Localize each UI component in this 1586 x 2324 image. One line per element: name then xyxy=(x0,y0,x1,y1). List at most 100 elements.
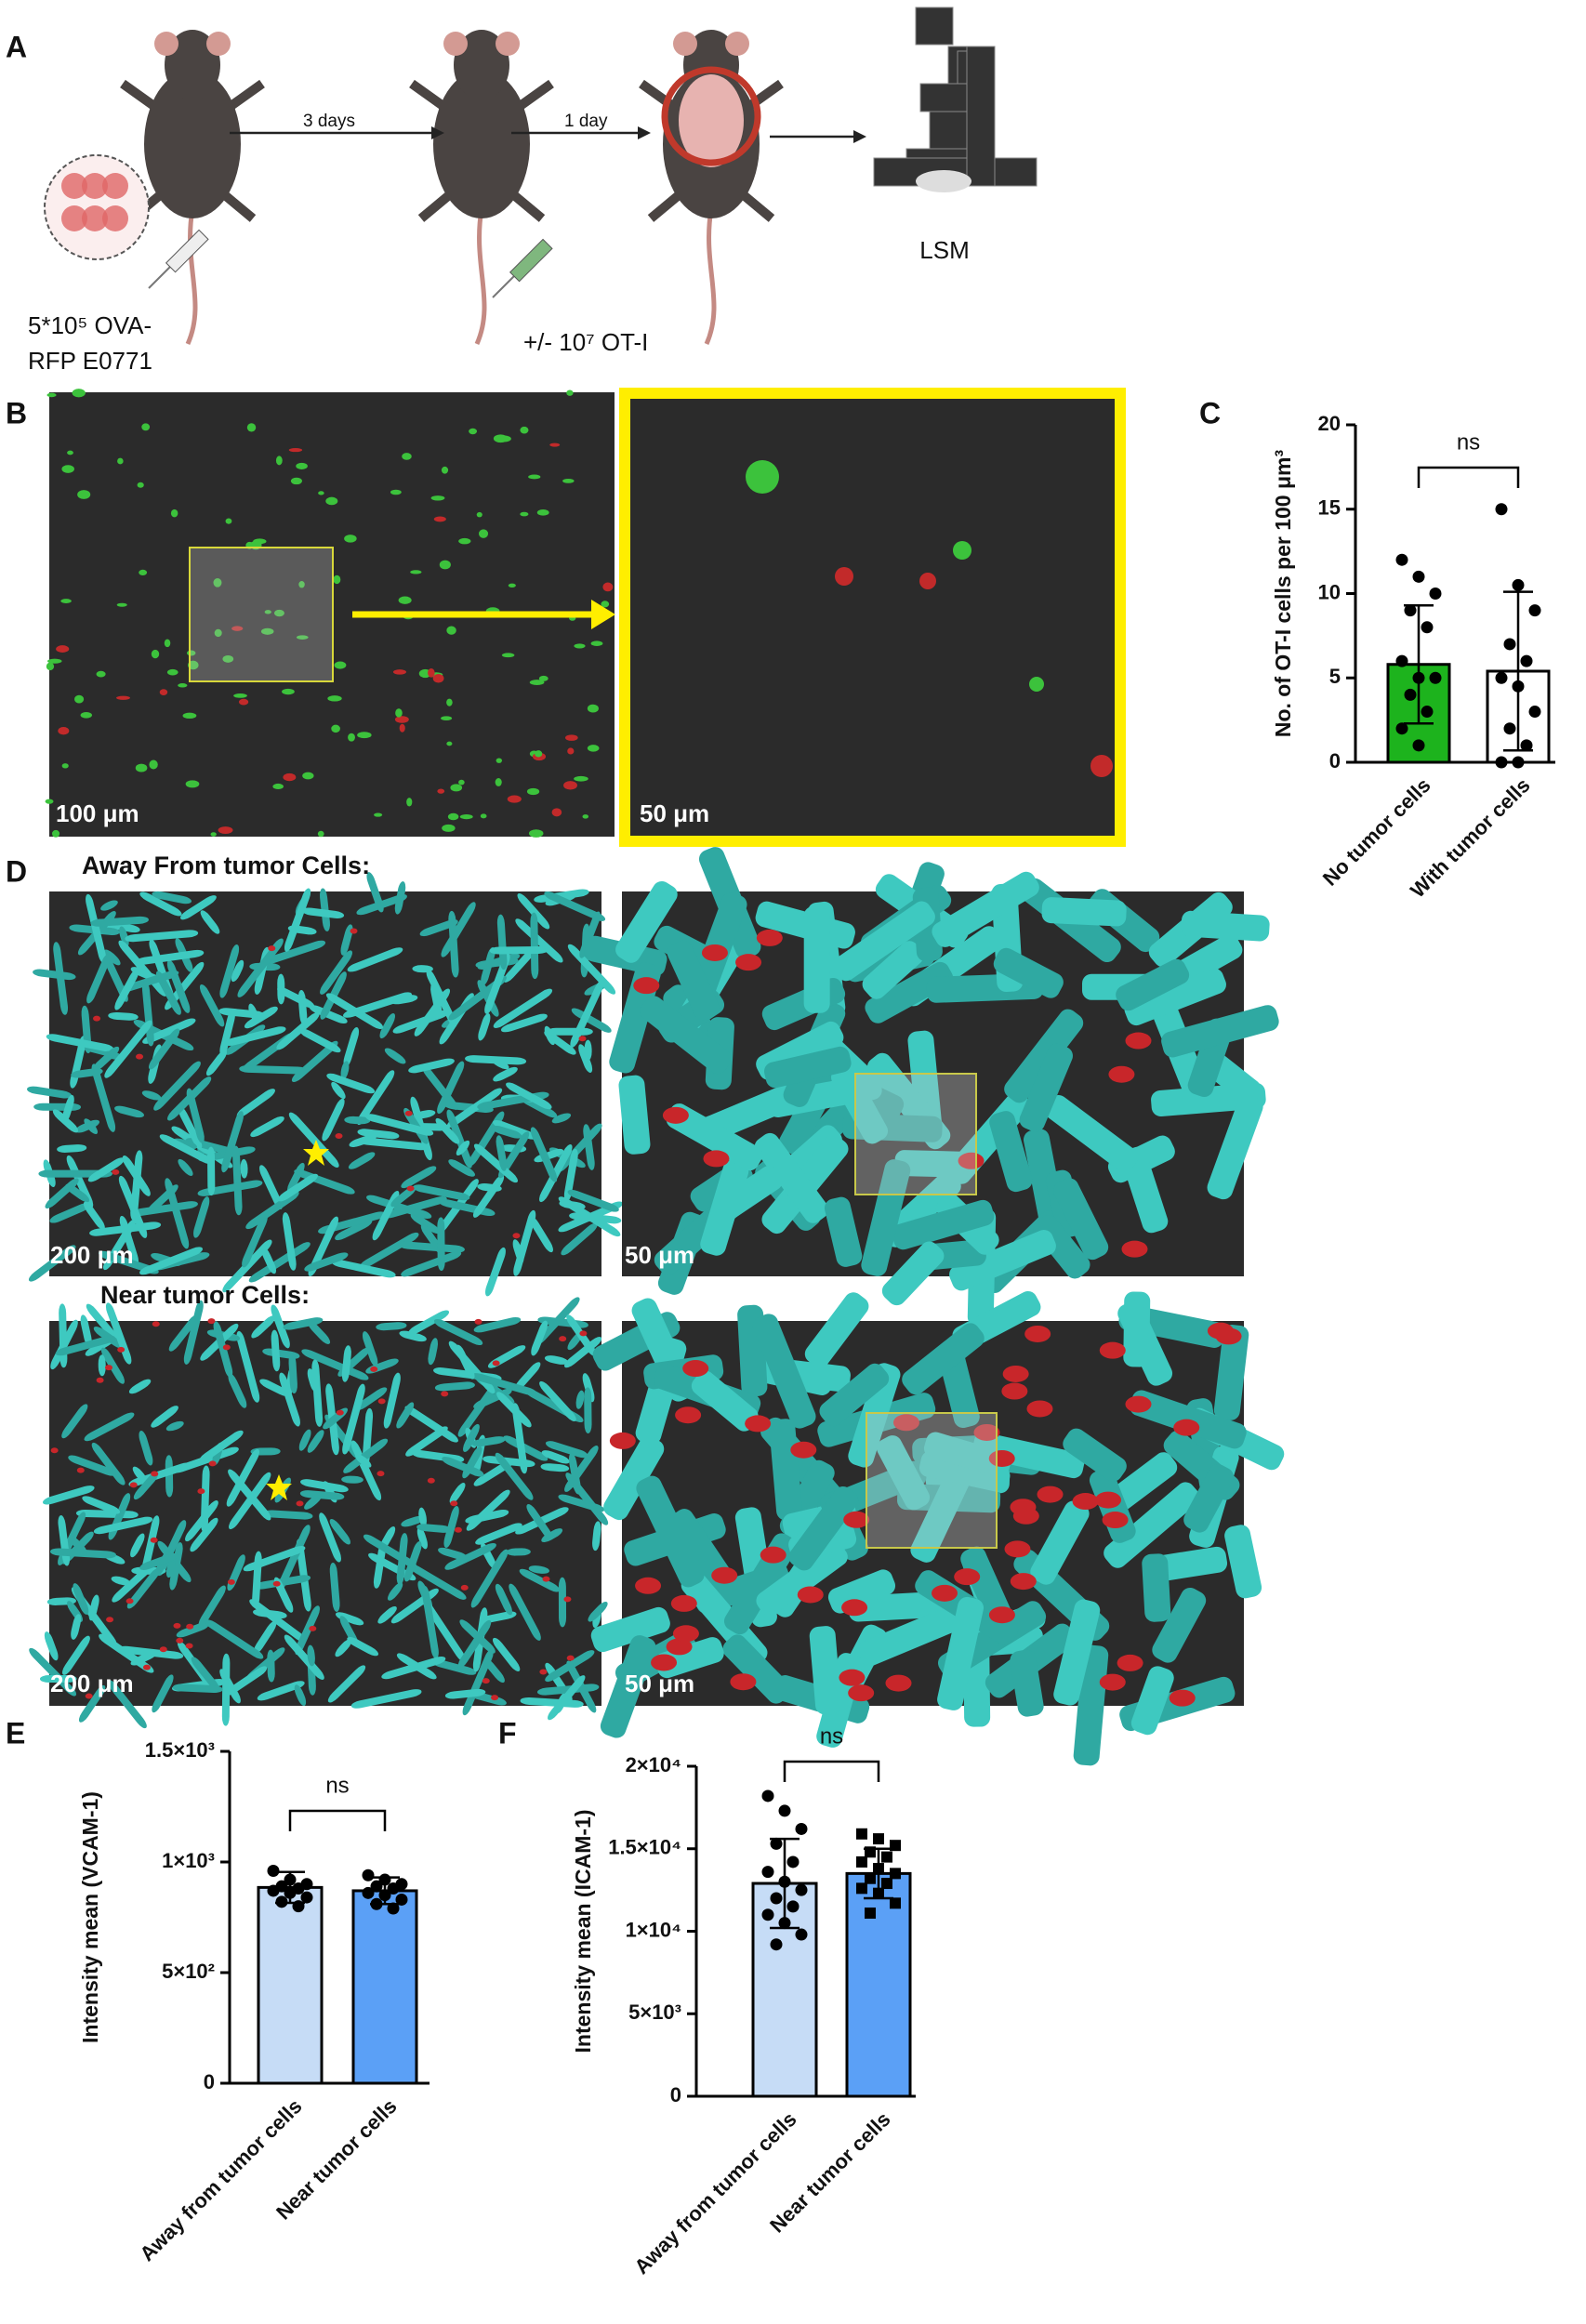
vessel xyxy=(804,1292,869,1368)
cell xyxy=(439,560,451,570)
vessel xyxy=(279,1372,300,1427)
vessel xyxy=(567,1189,619,1212)
vessel xyxy=(307,1430,324,1453)
vessel xyxy=(141,1515,160,1574)
vessel xyxy=(1181,910,1270,942)
vessel xyxy=(477,1183,502,1192)
data-point xyxy=(292,1900,305,1913)
vessel xyxy=(492,1637,521,1671)
mouse-leg xyxy=(740,191,775,222)
vessel xyxy=(756,1541,848,1617)
arrow-head xyxy=(638,126,651,139)
data-point xyxy=(1395,654,1408,667)
vessel xyxy=(419,919,458,937)
vessel xyxy=(448,910,459,978)
cell xyxy=(348,733,355,742)
vessel xyxy=(288,1112,339,1168)
vessel xyxy=(91,1063,116,1132)
bar xyxy=(351,1889,418,2085)
tumor-cell xyxy=(735,954,762,971)
cell xyxy=(45,799,54,804)
data-point xyxy=(786,1900,800,1913)
cell xyxy=(374,812,383,817)
cell xyxy=(218,826,233,834)
data-point xyxy=(387,1882,400,1895)
y-tick-label: 1×10³ xyxy=(162,1849,215,1872)
tumor-cell xyxy=(93,1015,101,1022)
vessel xyxy=(259,1165,283,1209)
vessel xyxy=(396,1402,415,1429)
tumor-cell xyxy=(701,944,728,961)
cell xyxy=(334,661,347,669)
cell xyxy=(458,779,465,786)
data-point xyxy=(267,1884,280,1897)
cell xyxy=(402,453,412,460)
vessel xyxy=(301,907,345,918)
tumor-cell xyxy=(672,1625,699,1643)
y-tick-label: 0 xyxy=(204,2070,215,2093)
data-point xyxy=(1495,503,1508,516)
data-point xyxy=(1503,722,1516,735)
vessel xyxy=(335,1639,352,1657)
scale-bar-label: 50 μm xyxy=(640,799,709,827)
cell xyxy=(288,448,303,453)
tumor-cell xyxy=(954,1568,981,1586)
vessel xyxy=(307,1644,315,1667)
vessel xyxy=(221,1653,231,1726)
cell xyxy=(213,577,222,588)
data-point xyxy=(761,1789,774,1802)
cell xyxy=(52,829,60,838)
cell xyxy=(333,574,341,585)
tumor-cell xyxy=(377,1471,385,1477)
mouse-leg xyxy=(221,191,257,222)
vessel xyxy=(547,1027,593,1036)
vessel xyxy=(57,1144,87,1153)
subtitle: Away From tumor Cells: xyxy=(82,852,370,879)
tumor-cell xyxy=(460,1584,469,1591)
data-point xyxy=(1395,553,1408,566)
roi-box xyxy=(854,1073,977,1195)
vessel xyxy=(949,1229,1056,1291)
data-point xyxy=(890,1840,901,1852)
tumor-cell xyxy=(152,1321,160,1327)
cell xyxy=(551,808,562,817)
cell xyxy=(214,628,222,638)
vessel xyxy=(431,1658,477,1675)
vessel xyxy=(236,1330,260,1403)
tumor-cell xyxy=(1004,1540,1031,1558)
bar xyxy=(257,1885,324,2085)
cell xyxy=(601,601,610,608)
vessel xyxy=(515,918,563,963)
tumor-cell xyxy=(635,1577,662,1594)
vessel xyxy=(228,1469,271,1521)
cell xyxy=(447,812,459,821)
tumor-cell xyxy=(1125,1395,1152,1413)
vessel xyxy=(139,1431,153,1466)
cell xyxy=(469,428,478,435)
cell xyxy=(441,466,449,474)
vessel xyxy=(190,1517,218,1552)
cell xyxy=(178,683,188,688)
vessel xyxy=(343,1438,389,1473)
cell xyxy=(72,389,86,398)
tumor-cell xyxy=(136,1053,144,1060)
data-point xyxy=(370,1897,383,1910)
vessel xyxy=(471,1436,506,1447)
vessel xyxy=(33,1103,82,1111)
data-point xyxy=(795,1883,808,1896)
vessel xyxy=(300,1479,349,1493)
panel-label: B xyxy=(6,396,27,429)
cell xyxy=(290,477,302,485)
cell xyxy=(450,784,463,792)
tumor-cell xyxy=(222,1344,231,1351)
data-point xyxy=(362,1868,375,1882)
vessel xyxy=(857,1602,971,1667)
vessel xyxy=(475,1523,522,1545)
cell xyxy=(139,569,148,575)
vessel xyxy=(308,1320,331,1344)
vessel xyxy=(410,1213,441,1235)
cell xyxy=(61,465,74,473)
vessel xyxy=(108,1011,139,1021)
cell xyxy=(528,474,541,480)
cell xyxy=(520,426,529,434)
